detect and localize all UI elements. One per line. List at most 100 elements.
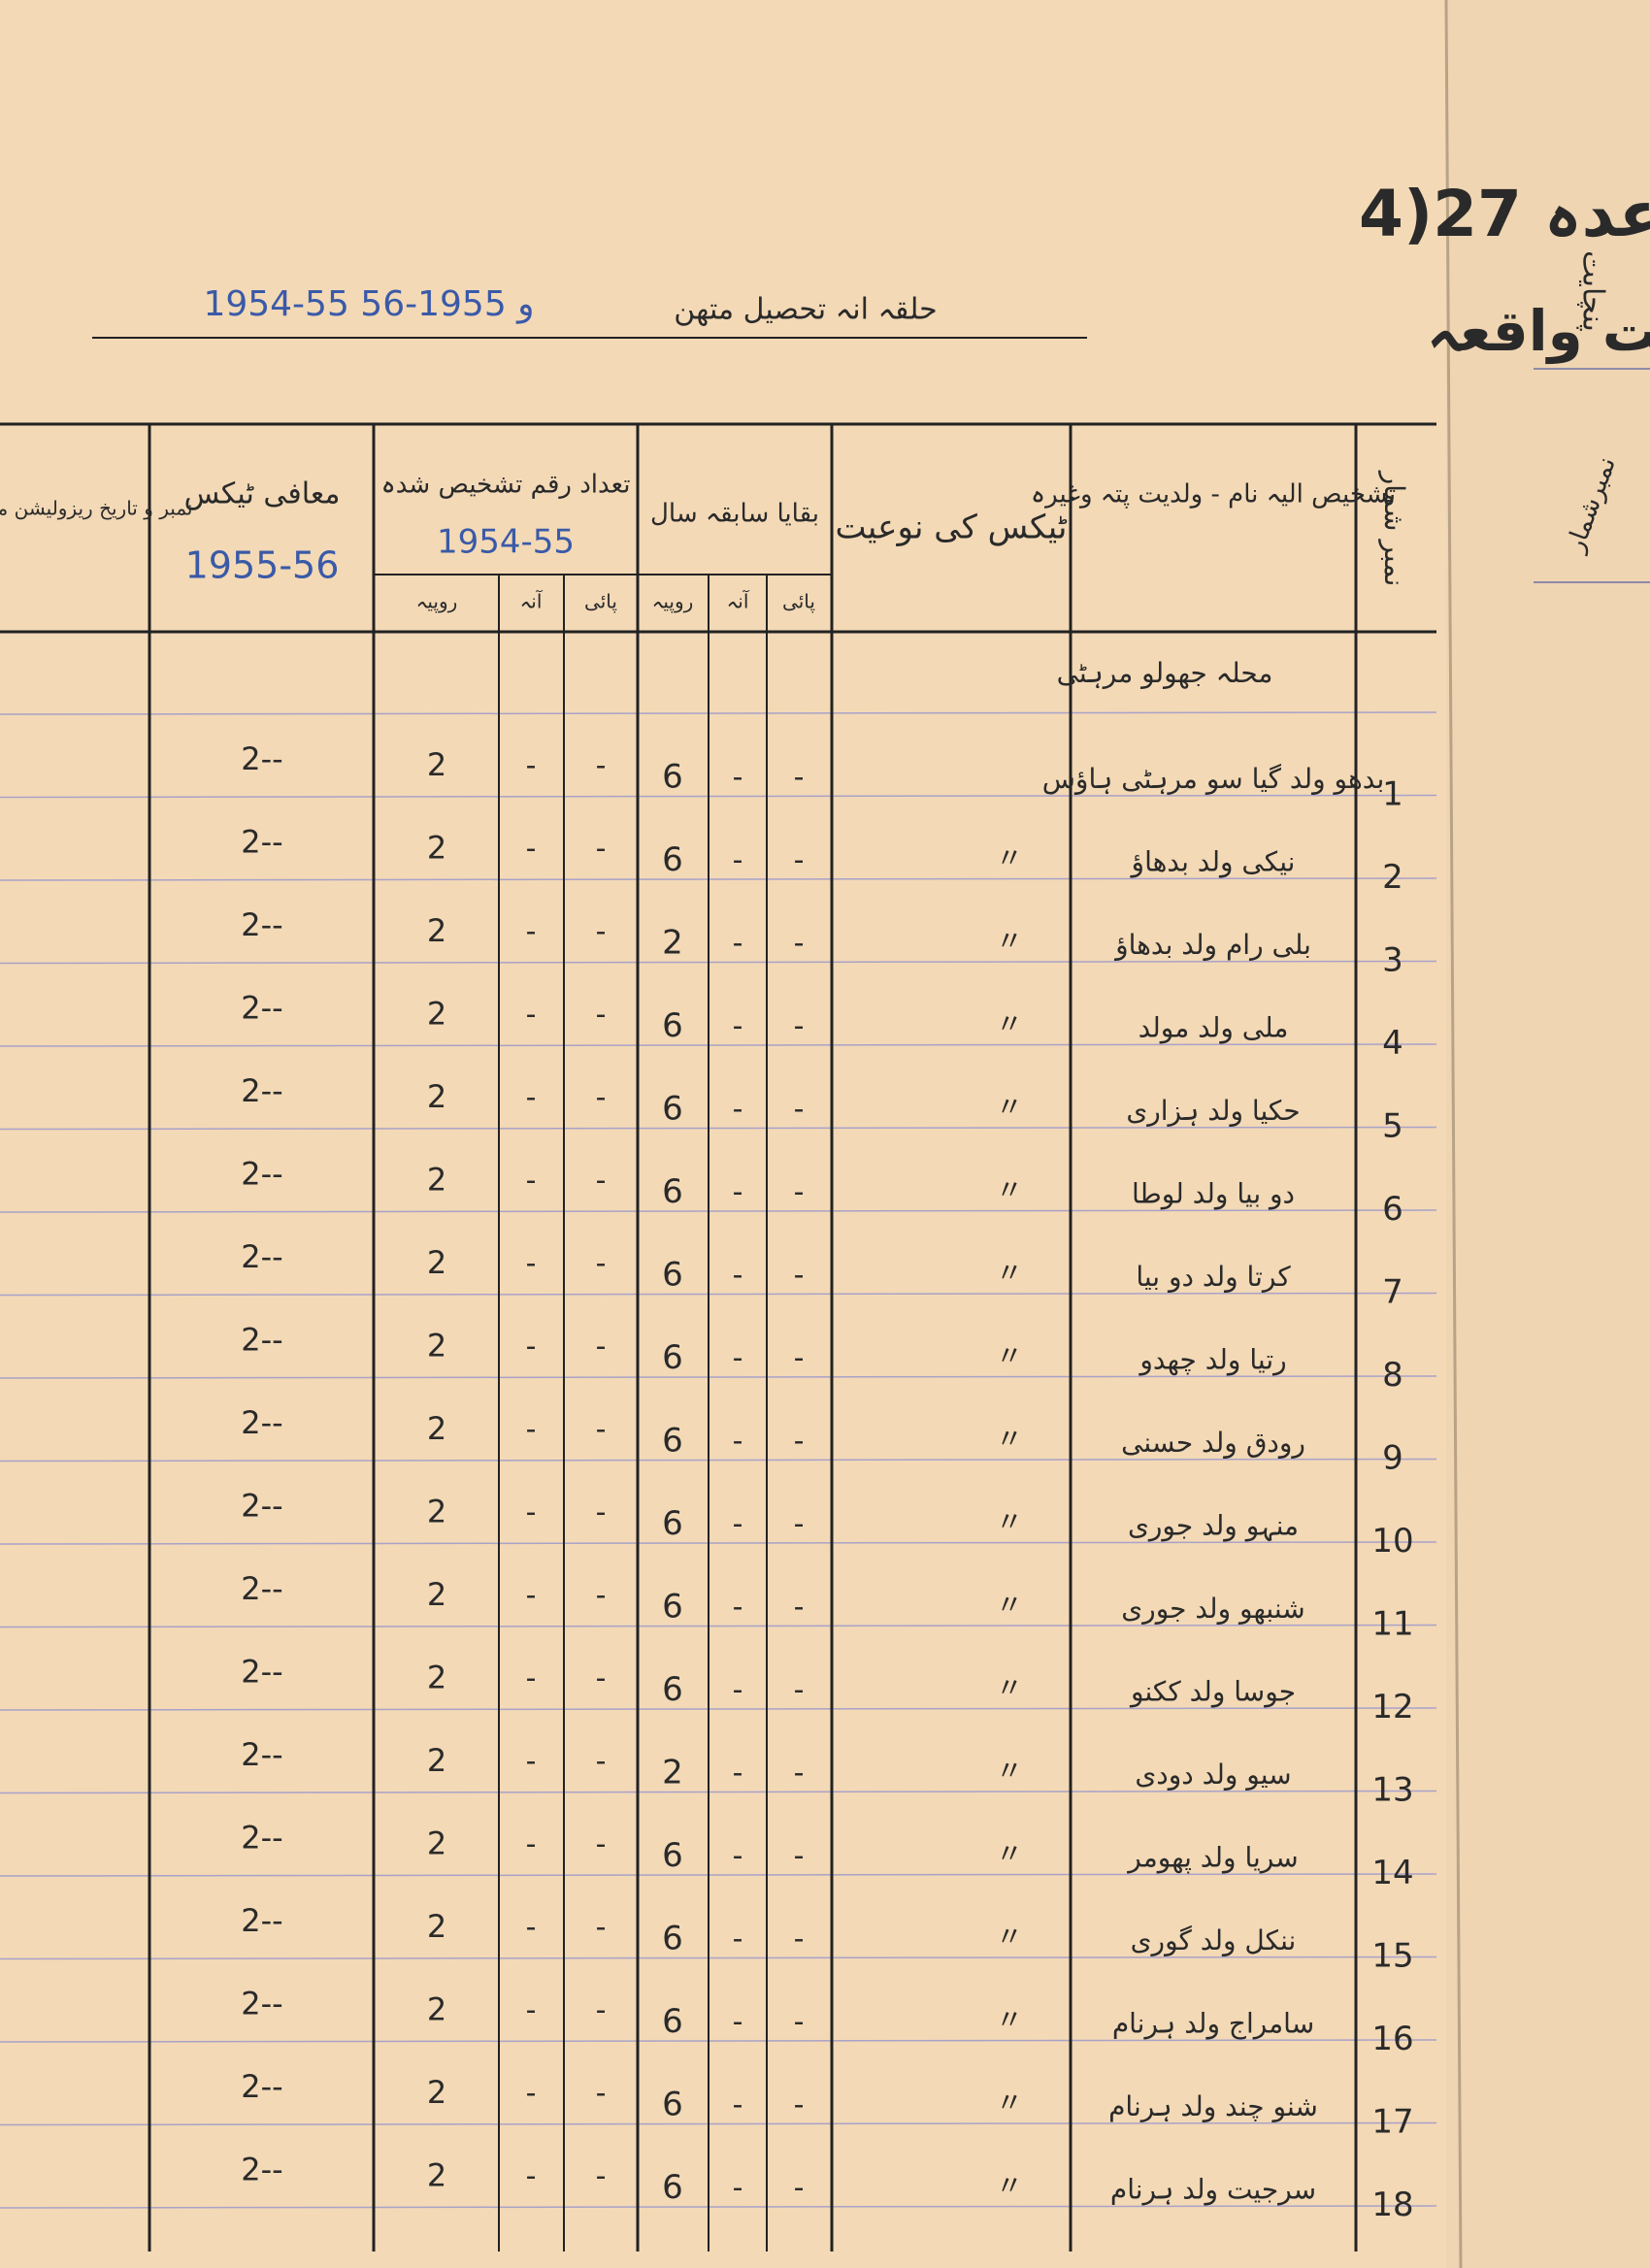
years: 1954-55 و 1955-56 <box>203 284 534 324</box>
assessed-anna: - <box>526 1413 537 1447</box>
nature: 〃 <box>996 1672 1023 1704</box>
arrears-rupees: 6 <box>662 840 683 879</box>
assessed-anna: - <box>526 1827 537 1861</box>
assessed-rupees: 2 <box>427 912 446 949</box>
rupees-header: روپیہ <box>416 590 458 614</box>
remission: 2-- <box>241 1238 282 1275</box>
assessed-pai: - <box>596 1993 607 2027</box>
assessed-rupees: 2 <box>427 1742 446 1779</box>
arrears-anna: - <box>733 1009 743 1043</box>
ruled-line <box>0 1458 1437 1463</box>
arrears-pai: - <box>794 1093 805 1127</box>
ruled-line <box>0 960 1437 965</box>
serial: 16 <box>1371 2020 1413 2058</box>
arrears-anna: - <box>733 2005 743 2039</box>
ruled-line <box>0 2205 1437 2209</box>
name: سرجیت ولد ہرنام <box>1110 2174 1316 2206</box>
pai-header: پائی <box>782 590 815 614</box>
name: شنو چند ولد ہرنام <box>1108 2090 1318 2122</box>
assessed-anna: - <box>526 998 537 1032</box>
name: حکیا ولد ہزاری <box>1126 1095 1300 1127</box>
section-label: محلہ جھولو مرہٹی <box>1057 657 1273 689</box>
name: سیو ولد دودی <box>1135 1759 1291 1791</box>
arrears-pai: - <box>794 927 805 961</box>
assessed-anna: - <box>526 1579 537 1613</box>
nature: 〃 <box>996 842 1023 874</box>
assessed-rupees: 2 <box>427 1991 446 2028</box>
arrears-rupees: 6 <box>662 1338 683 1377</box>
nature: 〃 <box>996 1174 1023 1206</box>
arrears-anna: - <box>733 1839 743 1873</box>
serial: 6 <box>1382 1190 1403 1229</box>
arrears-anna: - <box>733 843 743 877</box>
remission: 2-- <box>241 1570 282 1607</box>
assessed-anna: - <box>526 749 537 783</box>
name-header: تشخیص الیہ نام - ولدیت پتہ وغیرہ <box>1031 480 1396 509</box>
arrears-rupees: 6 <box>662 1920 683 1958</box>
arrears-pai: - <box>794 1425 805 1459</box>
arrears-header: بقایا سابقہ سال <box>650 500 819 529</box>
remission: 2-- <box>241 906 282 943</box>
nature: 〃 <box>996 1921 1023 1953</box>
name: کرتا ولد دو بیا <box>1136 1261 1291 1293</box>
assessed-pai: - <box>596 2159 607 2193</box>
arrears-pai: - <box>794 2171 805 2205</box>
arrears-anna: - <box>733 1175 743 1209</box>
ruled-line <box>0 711 1437 715</box>
assessed-anna: - <box>526 1993 537 2027</box>
arrears-anna: - <box>733 2088 743 2122</box>
arrears-pai: - <box>794 1009 805 1043</box>
assessed-rupees: 2 <box>427 1576 446 1613</box>
ruled-line <box>0 1707 1437 1711</box>
remission: 2-- <box>241 1986 282 2022</box>
arrears-rupees: 6 <box>662 758 683 797</box>
arrears-pai: - <box>794 1591 805 1625</box>
ruled-line <box>0 877 1437 881</box>
assessed-pai: - <box>596 1661 607 1695</box>
arrears-anna: - <box>733 1673 743 1707</box>
name: ننکل ولد گوری <box>1131 1924 1297 1956</box>
side-page <box>1446 0 1650 2268</box>
serial: 8 <box>1382 1356 1403 1395</box>
name: رودق ولد حسنی <box>1121 1427 1305 1459</box>
assessed-rupees: 2 <box>427 1908 446 1945</box>
remission-year: 1955-56 <box>185 544 340 587</box>
assessed-pai: - <box>596 1827 607 1861</box>
arrears-rupees: 6 <box>662 1256 683 1295</box>
assessed-rupees: 2 <box>427 830 446 867</box>
assessed-rupees: 2 <box>427 746 446 783</box>
arrears-rupees: 6 <box>662 1422 683 1461</box>
ruled-line <box>0 1790 1437 1794</box>
ruled-line <box>0 1209 1437 1213</box>
ruled-line <box>0 1043 1437 1047</box>
nature: 〃 <box>996 1838 1023 1870</box>
arrears-rupees: 6 <box>662 1090 683 1129</box>
assessed-anna: - <box>526 1247 537 1281</box>
arrears-rupees: 6 <box>662 1172 683 1211</box>
arrears-anna: - <box>733 1425 743 1459</box>
assessed-rupees: 2 <box>427 2157 446 2194</box>
name: دو بیا ولد لوطا <box>1132 1178 1295 1210</box>
arrears-pai: - <box>794 1259 805 1293</box>
assessed-pai: - <box>596 2077 607 2111</box>
name: سامراج ولد ہرنام <box>1112 2008 1314 2041</box>
assessed-rupees: 2 <box>427 996 446 1033</box>
place: حلقہ انہ تحصیل متھن <box>674 293 937 327</box>
arrears-anna: - <box>733 1093 743 1127</box>
nature: 〃 <box>996 2087 1023 2119</box>
nature: 〃 <box>996 1506 1023 1538</box>
serial: 5 <box>1382 1107 1403 1146</box>
assessed-rupees: 2 <box>427 1660 446 1696</box>
ruled-line <box>0 1292 1437 1297</box>
serial: 10 <box>1371 1522 1413 1561</box>
remission: 2-- <box>241 1404 282 1441</box>
remission: 2-- <box>241 1488 282 1525</box>
assessed-pai: - <box>596 1579 607 1613</box>
name: جوسا ولد ککنو <box>1129 1676 1296 1708</box>
remission: 2-- <box>241 824 282 861</box>
assessed-rupees: 2 <box>427 2074 446 2111</box>
ruled-line <box>0 1126 1437 1131</box>
nature: 〃 <box>996 2170 1023 2202</box>
remission: 2-- <box>241 1322 282 1359</box>
